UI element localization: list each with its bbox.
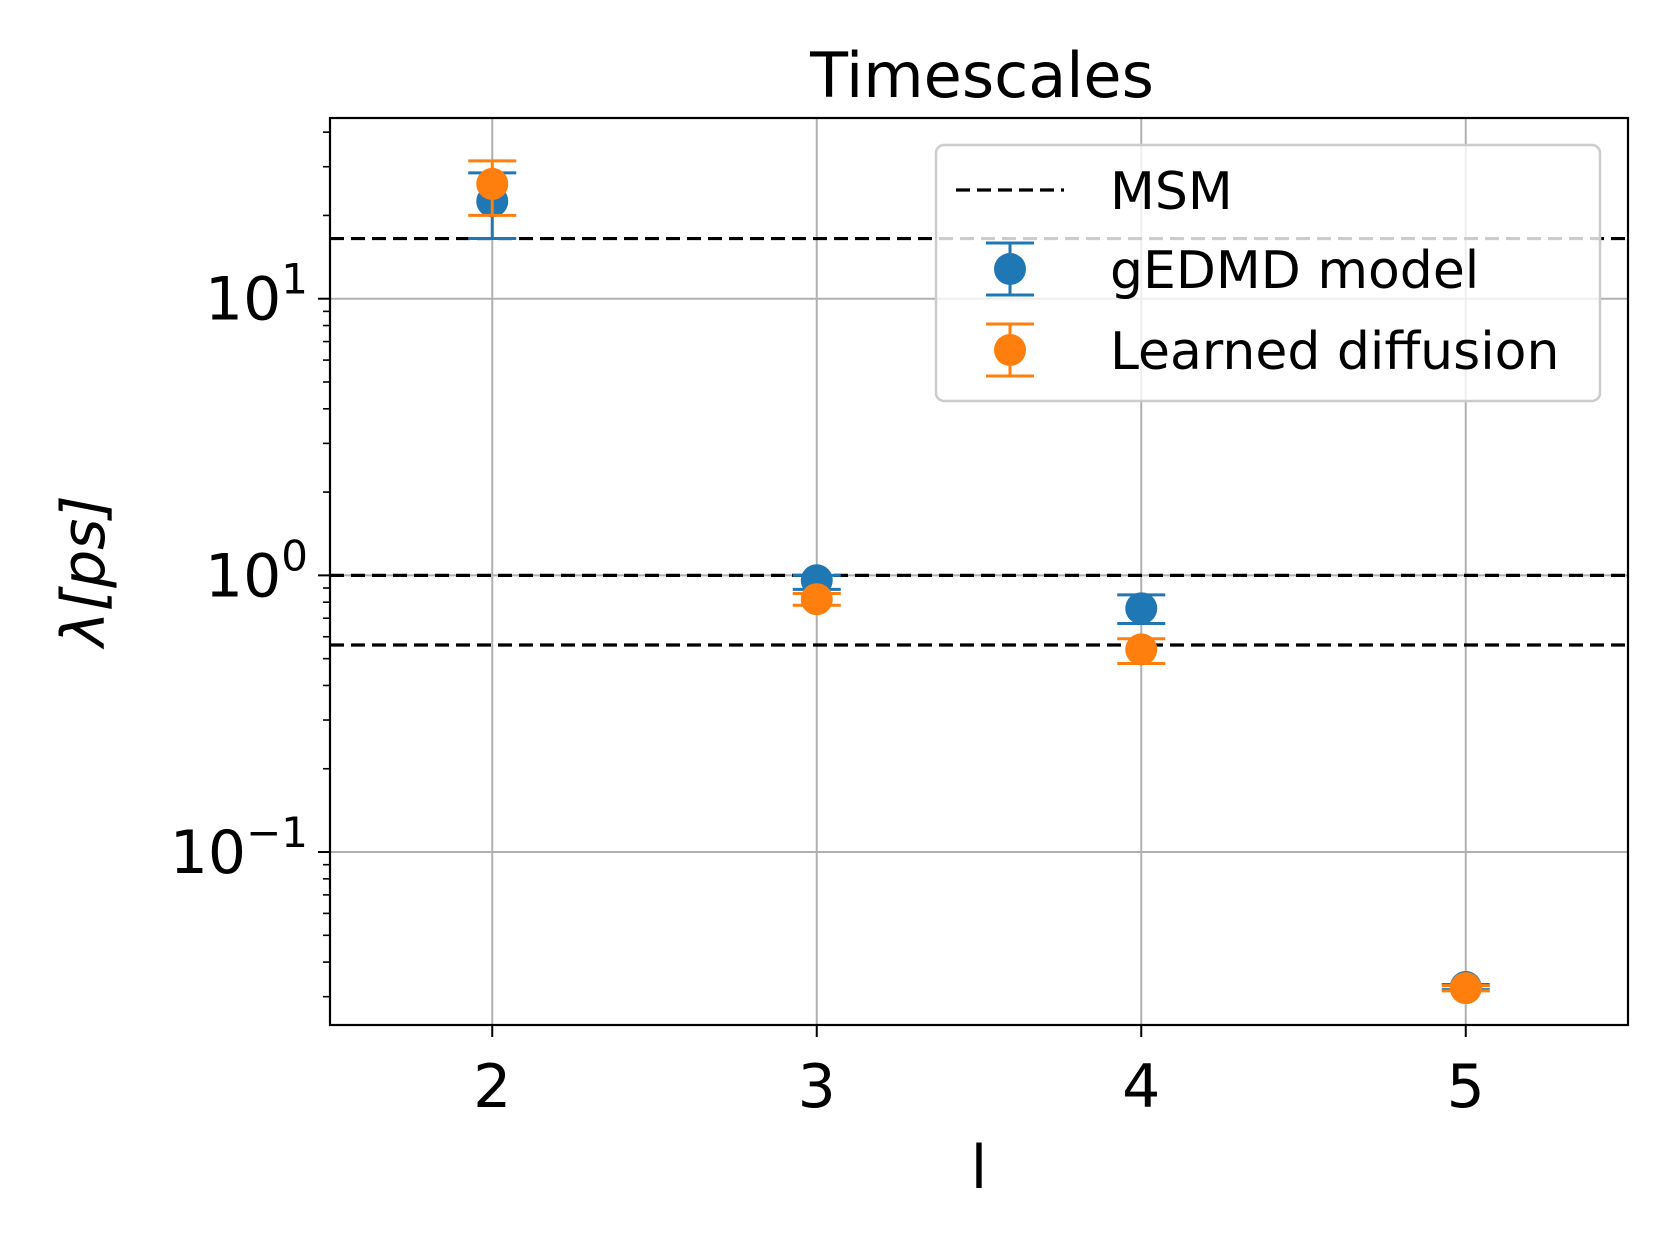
y-tick-label: 10−1 [170, 808, 308, 888]
data-point [476, 167, 509, 200]
chart-title: Timescales [809, 39, 1154, 112]
data-point [1449, 972, 1482, 1005]
legend-label: MSM [1110, 162, 1233, 222]
legend-marker [994, 334, 1026, 366]
x-tick-label: 5 [1447, 1052, 1485, 1122]
data-point [1125, 633, 1158, 666]
y-axis-label: λ[ps] [49, 495, 119, 650]
data-point [1125, 592, 1158, 625]
plot-frame [328, 116, 1630, 1027]
y-tick-label: 101 [205, 255, 308, 335]
data-series [468, 159, 1490, 1005]
x-axis-ticks: 2 3 4 5 [473, 1025, 1485, 1122]
legend: MSM gEDMD model Learned diffusion [934, 143, 1602, 403]
x-tick-label: 4 [1122, 1052, 1160, 1122]
y-tick-label: 100 [205, 531, 308, 611]
legend-label: gEDMD model [1110, 241, 1479, 301]
x-axis-label: l [971, 1133, 988, 1203]
legend-box [934, 143, 1602, 403]
x-tick-label: 2 [473, 1052, 511, 1122]
x-tick-label: 3 [798, 1052, 836, 1122]
legend-marker [994, 253, 1026, 285]
y-axis-ticks: 101 100 10−1 [170, 131, 330, 998]
series-learned-diffusion [468, 159, 1490, 1005]
legend-label: Learned diffusion [1110, 322, 1559, 382]
data-point [800, 583, 833, 616]
